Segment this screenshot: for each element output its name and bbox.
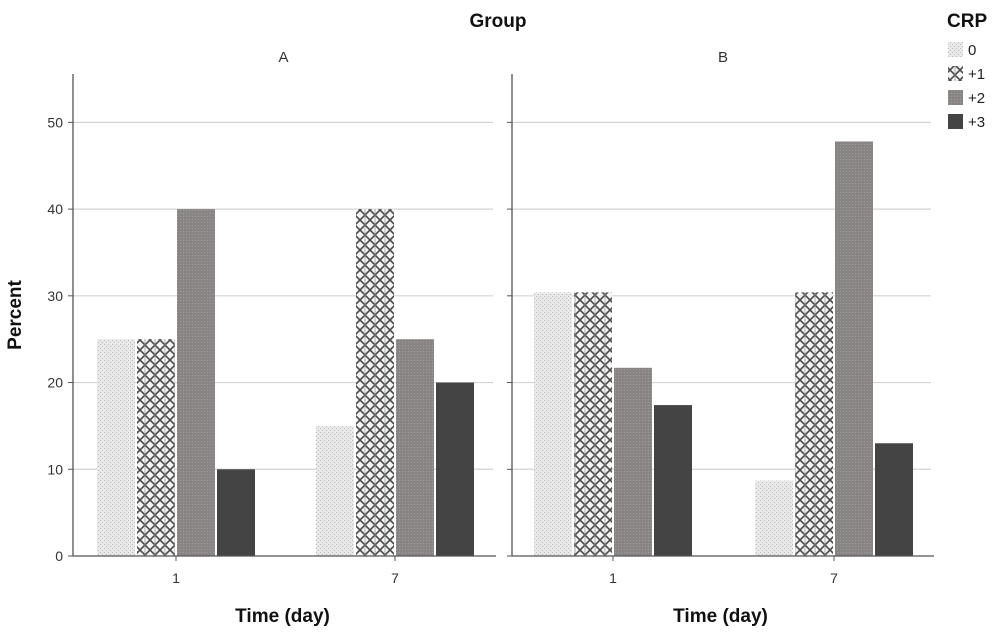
panel-label: A: [278, 49, 288, 66]
panel-B: 1 7 B Time (day): [507, 49, 934, 627]
panel-label: B: [718, 49, 728, 66]
bar-B-day7-crp+3: [875, 443, 913, 556]
x-tick-label: 7: [391, 570, 399, 586]
legend-label: +1: [968, 66, 985, 83]
bar-A-day1-crp+1: [137, 339, 175, 556]
y-tick-label: 0: [55, 548, 63, 564]
bar-A-day1-crp+3: [217, 469, 255, 556]
x-tick-label: 7: [830, 570, 838, 586]
chart-title: Group: [470, 11, 527, 32]
bar-B-day7-crp+1: [795, 292, 833, 556]
y-axis-title: Percent: [5, 279, 26, 349]
x-axis-title: Time (day): [235, 606, 330, 627]
bar-A-day7-crp+3: [436, 382, 474, 556]
bar-B-day1-crp0: [534, 292, 572, 556]
x-tick-label: 1: [172, 570, 180, 586]
legend-label: 0: [968, 42, 976, 59]
y-tick-label: 50: [47, 114, 63, 130]
legend-label: +2: [968, 90, 985, 107]
bar-A-day7-crp+1: [356, 209, 394, 556]
legend-swatch-+3: [948, 114, 963, 129]
bar-B-day7-crp0: [755, 480, 793, 556]
x-axis-title: Time (day): [673, 606, 768, 627]
legend-title: CRP: [947, 11, 987, 32]
legend-swatch-+1: [948, 66, 963, 81]
bar-A-day7-crp+2: [396, 339, 434, 556]
y-tick-label: 30: [47, 288, 63, 304]
bar-B-day1-crp+1: [574, 292, 612, 556]
y-tick-label: 20: [47, 375, 63, 391]
legend: CRP 0 +1 +2 +3: [947, 11, 987, 131]
chart-panels: 1 7 0 10 20 30 40 50 A Time (day) 1 7 B Time (day): [47, 49, 934, 627]
panel-A: 1 7 0 10 20 30 40 50 A Time (day): [47, 49, 496, 627]
bar-A-day1-crp+2: [177, 209, 215, 556]
legend-swatch-+2: [948, 90, 963, 105]
legend-swatch-0: [948, 42, 963, 57]
bar-B-day1-crp+2: [614, 367, 652, 556]
legend-label: +3: [968, 114, 985, 131]
bar-B-day7-crp+2: [835, 141, 873, 556]
bar-A-day1-crp0: [97, 339, 135, 556]
bar-A-day7-crp0: [316, 425, 354, 556]
y-tick-label: 10: [47, 461, 63, 477]
x-tick-label: 1: [609, 570, 617, 586]
y-tick-label: 40: [47, 201, 63, 217]
bar-B-day1-crp+3: [654, 405, 692, 556]
